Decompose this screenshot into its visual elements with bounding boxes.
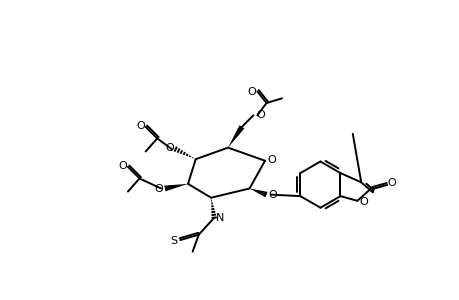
Text: O: O <box>118 161 127 171</box>
Polygon shape <box>164 184 188 191</box>
Text: O: O <box>256 110 264 120</box>
Text: O: O <box>387 178 396 188</box>
Text: O: O <box>268 190 276 200</box>
Text: O: O <box>358 197 367 207</box>
Text: O: O <box>247 87 256 97</box>
Text: S: S <box>170 236 177 246</box>
Text: O: O <box>267 155 276 165</box>
Polygon shape <box>249 188 267 197</box>
Text: O: O <box>154 184 163 194</box>
Text: O: O <box>165 143 174 153</box>
Text: N: N <box>216 213 224 223</box>
Polygon shape <box>228 125 244 148</box>
Text: O: O <box>135 121 144 131</box>
